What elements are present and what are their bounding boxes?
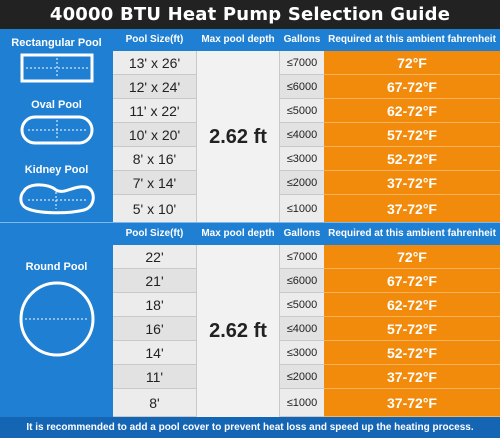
row-temp: 37-72°F [324,365,500,389]
row-temp: 57-72°F [324,317,500,341]
row-gallons: ≤2000 [280,365,324,389]
row-temp: 52-72°F [324,147,500,171]
row-size: 7' x 14' [113,171,196,195]
row-gallons: ≤6000 [280,75,324,99]
header-max-depth: Max pool depth [196,29,280,51]
kidney-pool-label: Kidney Pool [24,164,89,176]
round-pool-column: Round Pool [0,223,113,417]
page-title: 40000 BTU Heat Pump Selection Guide [0,0,500,29]
header-required-temp: Required at this ambient fahrenheit [324,29,500,51]
header-pool-size: Pool Size(ft) [113,29,196,51]
row-gallons: ≤4000 [280,317,324,341]
footer-note: It is recommended to add a pool cover to… [0,417,500,438]
row-gallons: ≤7000 [280,245,324,269]
row-size: 10' x 20' [113,123,196,147]
row-size: 16' [113,317,196,341]
rectangular-pool-label: Rectangular Pool [11,37,102,49]
max-depth-value: 2.62 ft [196,51,280,223]
row-size: 11' [113,365,196,389]
row-gallons: ≤1000 [280,195,324,223]
row-gallons: ≤3000 [280,147,324,171]
header-required-temp: Required at this ambient fahrenheit [324,223,500,245]
row-temp: 67-72°F [324,269,500,293]
row-size: 12' x 24' [113,75,196,99]
header-max-depth: Max pool depth [196,223,280,245]
row-gallons: ≤3000 [280,341,324,365]
pool-types-column: Rectangular Pool Oval Pool Kidney Pool [0,29,113,223]
row-gallons: ≤7000 [280,51,324,75]
row-temp: 67-72°F [324,75,500,99]
section-round-pools: Round Pool Pool Size(ft) Max pool depth … [0,223,500,417]
row-size: 11' x 22' [113,99,196,123]
row-gallons: ≤1000 [280,389,324,417]
row-size: 5' x 10' [113,195,196,223]
kidney-pool-icon [19,183,95,215]
row-temp: 62-72°F [324,293,500,317]
row-gallons: ≤5000 [280,99,324,123]
row-gallons: ≤6000 [280,269,324,293]
row-size: 18' [113,293,196,317]
max-depth-value: 2.62 ft [196,245,280,417]
shaped-pool-table: Pool Size(ft) Max pool depth Gallons Req… [113,29,500,223]
row-temp: 37-72°F [324,389,500,417]
row-temp: 57-72°F [324,123,500,147]
header-gallons: Gallons [280,223,324,245]
section-divider [0,222,500,223]
rectangular-pool-icon [20,53,94,83]
row-size: 13' x 26' [113,51,196,75]
row-temp: 37-72°F [324,195,500,223]
section-shaped-pools: Rectangular Pool Oval Pool Kidney Pool P… [0,29,500,223]
row-gallons: ≤4000 [280,123,324,147]
oval-pool-label: Oval Pool [31,99,82,111]
row-gallons: ≤5000 [280,293,324,317]
row-size: 8' [113,389,196,417]
header-gallons: Gallons [280,29,324,51]
row-temp: 72°F [324,51,500,75]
round-pool-label: Round Pool [25,261,88,273]
round-pool-icon [19,281,95,357]
oval-pool-icon [20,115,94,145]
row-gallons: ≤2000 [280,171,324,195]
row-temp: 52-72°F [324,341,500,365]
row-temp: 37-72°F [324,171,500,195]
row-temp: 72°F [324,245,500,269]
row-size: 22' [113,245,196,269]
row-size: 21' [113,269,196,293]
row-temp: 62-72°F [324,99,500,123]
round-pool-table: Pool Size(ft) Max pool depth Gallons Req… [113,223,500,417]
row-size: 8' x 16' [113,147,196,171]
row-size: 14' [113,341,196,365]
header-pool-size: Pool Size(ft) [113,223,196,245]
